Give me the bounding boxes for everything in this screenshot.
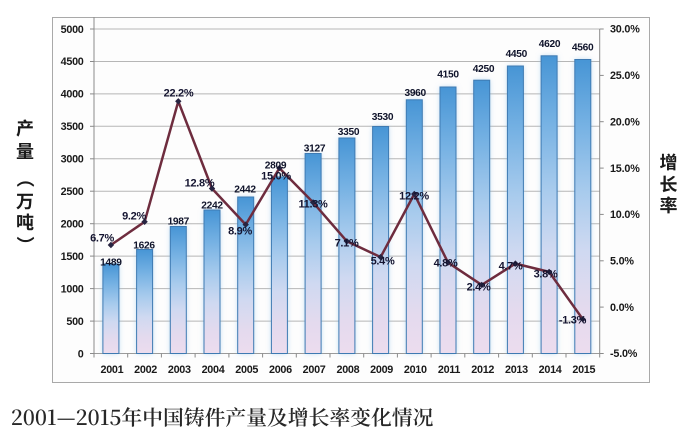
- svg-text:2008: 2008: [336, 364, 359, 376]
- svg-text:2011: 2011: [438, 364, 461, 376]
- svg-text:1987: 1987: [168, 217, 190, 228]
- svg-text:4500: 4500: [61, 56, 84, 68]
- svg-text:2014: 2014: [539, 364, 562, 376]
- svg-text:4.8%: 4.8%: [434, 258, 458, 270]
- svg-text:12.2%: 12.2%: [399, 191, 429, 203]
- svg-text:3000: 3000: [61, 154, 84, 166]
- svg-text:2002: 2002: [134, 364, 157, 376]
- svg-text:2001: 2001: [100, 364, 123, 376]
- svg-text:15.0%: 15.0%: [261, 171, 291, 183]
- svg-text:11.3%: 11.3%: [298, 199, 328, 211]
- svg-text:3530: 3530: [372, 112, 394, 123]
- svg-text:2000: 2000: [61, 219, 84, 231]
- svg-text:2242: 2242: [201, 200, 223, 211]
- svg-text:10.0%: 10.0%: [610, 209, 640, 221]
- svg-text:4450: 4450: [506, 49, 528, 60]
- svg-text:7.1%: 7.1%: [335, 238, 359, 250]
- svg-text:3.8%: 3.8%: [534, 269, 558, 281]
- svg-text:2004: 2004: [202, 364, 225, 376]
- svg-text:2009: 2009: [370, 364, 393, 376]
- svg-text:4560: 4560: [572, 43, 594, 54]
- svg-text:1626: 1626: [133, 241, 155, 252]
- svg-text:8.9%: 8.9%: [228, 226, 252, 238]
- svg-text:2.4%: 2.4%: [467, 282, 491, 294]
- svg-text:3350: 3350: [338, 127, 360, 138]
- svg-text:2013: 2013: [505, 364, 528, 376]
- svg-text:12.8%: 12.8%: [185, 178, 215, 190]
- svg-text:15.0%: 15.0%: [610, 163, 640, 175]
- svg-text:2500: 2500: [61, 186, 84, 198]
- svg-text:1489: 1489: [100, 258, 122, 269]
- svg-text:5000: 5000: [61, 24, 84, 36]
- svg-text:2442: 2442: [234, 185, 256, 196]
- svg-text:1000: 1000: [61, 283, 84, 295]
- svg-text:500: 500: [66, 316, 83, 328]
- svg-text:-1.3%: -1.3%: [559, 315, 587, 327]
- svg-text:2006: 2006: [269, 364, 292, 376]
- svg-text:6.7%: 6.7%: [90, 233, 114, 245]
- svg-text:22.2%: 22.2%: [164, 88, 194, 100]
- svg-text:0: 0: [78, 348, 84, 360]
- svg-text:4620: 4620: [539, 39, 561, 50]
- svg-text:4250: 4250: [473, 64, 495, 75]
- svg-text:2005: 2005: [235, 364, 258, 376]
- svg-text:2003: 2003: [168, 364, 191, 376]
- svg-text:1500: 1500: [61, 251, 84, 263]
- svg-text:2015: 2015: [572, 364, 595, 376]
- svg-text:25.0%: 25.0%: [610, 70, 640, 82]
- svg-text:4000: 4000: [61, 89, 84, 101]
- svg-text:2007: 2007: [303, 364, 326, 376]
- svg-text:0.0%: 0.0%: [610, 302, 634, 314]
- svg-text:3500: 3500: [61, 121, 84, 133]
- svg-text:4.7%: 4.7%: [499, 261, 523, 273]
- svg-text:3127: 3127: [304, 144, 326, 155]
- svg-text:3960: 3960: [404, 88, 426, 99]
- svg-text:2809: 2809: [265, 161, 287, 172]
- svg-text:2010: 2010: [404, 364, 427, 376]
- svg-text:30.0%: 30.0%: [610, 24, 640, 36]
- svg-text:5.0%: 5.0%: [610, 256, 634, 268]
- svg-text:20.0%: 20.0%: [610, 116, 640, 128]
- svg-text:5.4%: 5.4%: [371, 256, 395, 268]
- svg-text:9.2%: 9.2%: [122, 211, 146, 223]
- svg-text:-5.0%: -5.0%: [610, 348, 638, 360]
- svg-text:2012: 2012: [471, 364, 494, 376]
- svg-text:4150: 4150: [437, 70, 459, 81]
